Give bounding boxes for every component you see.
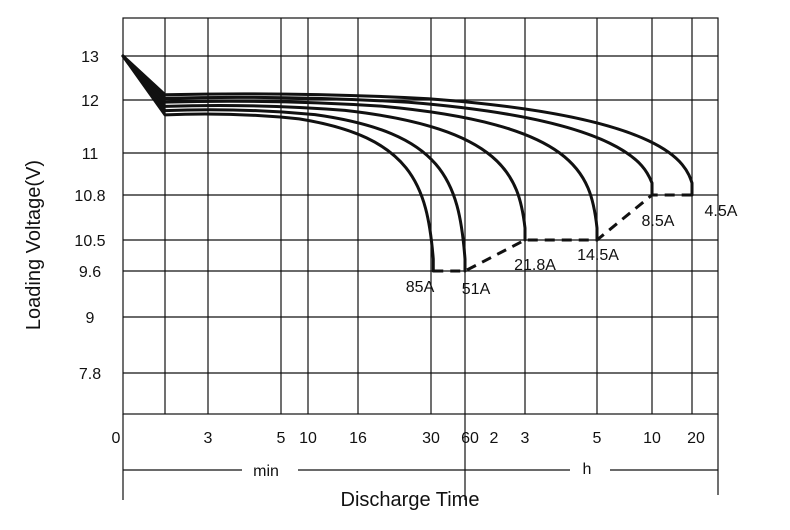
x-tick-label: 10 [643, 430, 661, 447]
y-tick-label: 10.8 [74, 188, 105, 205]
curve-label-85A: 85A [406, 279, 435, 296]
x-tick-label: 60 [461, 430, 479, 447]
x-tick-label: 3 [521, 430, 530, 447]
discharge-curve-4.5A [121, 54, 694, 197]
grid [122, 17, 719, 500]
x-tick-label: 0 [112, 430, 121, 447]
unit-min-label: min [253, 463, 279, 480]
x-tick-label: 10 [299, 430, 317, 447]
y-tick-label: 11 [82, 146, 99, 163]
plot-frame [122, 17, 719, 415]
discharge-curve-21.8A [121, 54, 527, 242]
cutoff-line [433, 193, 692, 273]
curve-label-8.5A: 8.5A [642, 213, 675, 230]
curve-label-51A: 51A [462, 281, 491, 298]
curve-label-4.5A: 4.5A [705, 203, 738, 220]
curves [121, 54, 694, 273]
y-tick-label: 9.6 [79, 264, 101, 281]
unit-h-label: h [583, 461, 592, 478]
x-tick-label: 5 [277, 430, 286, 447]
x-tick-label: 2 [490, 430, 499, 447]
y-tick-label: 12 [81, 93, 99, 110]
x-axis-title: Discharge Time [341, 489, 480, 511]
discharge-curve-51A [121, 54, 467, 273]
x-tick-label: 3 [204, 430, 213, 447]
curve-label-14.5A: 14.5A [577, 247, 619, 264]
y-tick-label: 10.5 [74, 233, 105, 250]
x-tick-label: 20 [687, 430, 705, 447]
y-tick-label: 13 [81, 49, 99, 66]
x-tick-label: 30 [422, 430, 440, 447]
discharge-curve-85A [121, 54, 435, 273]
y-tick-label: 9 [86, 310, 95, 327]
tick-labels: 13 12 11 10.8 10.5 9.6 9 7.8 0 3 5 10 16 30 60 2 3 5 10 20 [74, 49, 705, 447]
discharge-curve-8.5A [121, 54, 654, 197]
end-voltage-cutoff-line [433, 193, 692, 273]
x-tick-label: 16 [349, 430, 367, 447]
x-tick-label: 5 [593, 430, 602, 447]
y-tick-label: 7.8 [79, 366, 101, 383]
y-axis-title: Loading Voltage(V) [23, 160, 45, 330]
curve-label-21.8A: 21.8A [514, 257, 556, 274]
curve-labels: 85A 51A 21.8A 14.5A 8.5A 4.5A [406, 203, 738, 298]
discharge-curve-14.5A [121, 54, 599, 242]
